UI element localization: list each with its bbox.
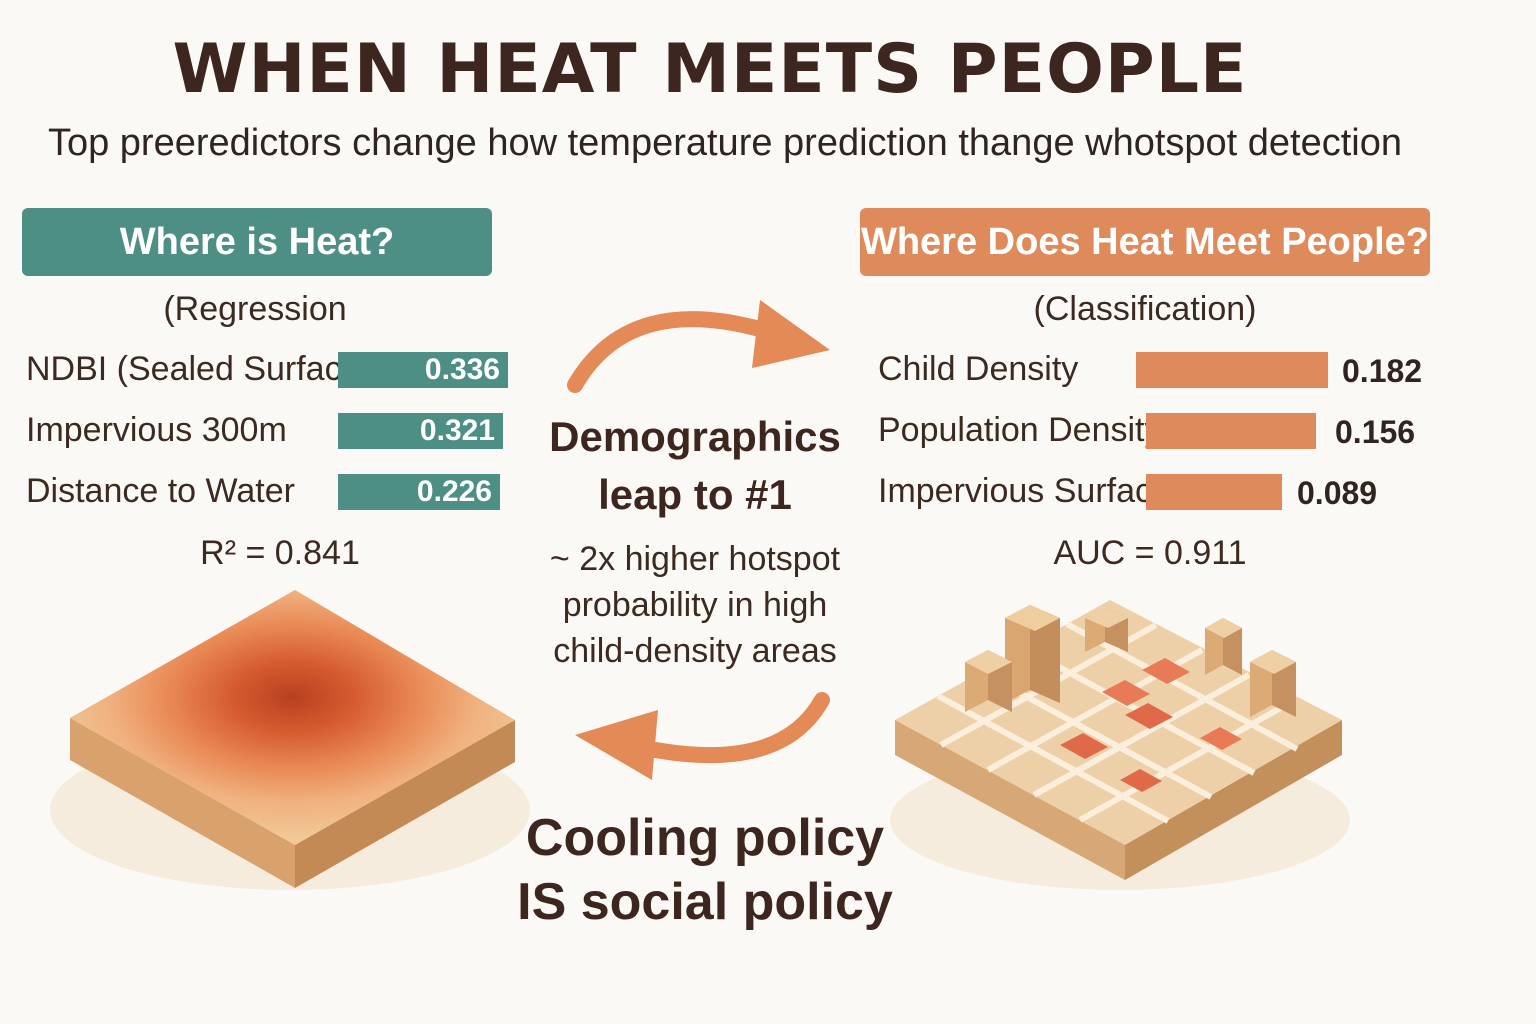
center-body: ~ 2x higher hotspot probability in high …: [530, 536, 860, 674]
right-feature-label-3: Impervious Surface: [878, 472, 1171, 510]
left-feature-bar-2: 0.321: [338, 413, 503, 449]
left-feature-bar-1: 0.336: [338, 352, 508, 388]
conclusion: Cooling policy IS social policy: [500, 806, 910, 934]
left-feature-value-1: 0.336: [424, 353, 500, 386]
right-feature-label-2: Population Density: [878, 411, 1162, 449]
left-model-type: (Regression: [163, 290, 347, 328]
left-panel-heading: Where is Heat?: [22, 208, 492, 276]
left-feature-label-1: NDBI (Sealed Surface): [26, 350, 372, 388]
page-title: WHEN HEAT MEETS PEOPLE: [172, 30, 1248, 109]
right-feature-label-1: Child Density: [878, 350, 1079, 388]
heat-surface-illustration: [50, 590, 530, 890]
right-feature-value-2: 0.156: [1335, 414, 1416, 450]
right-model-type: (Classification): [1033, 290, 1257, 328]
center-body-line-2: probability in high: [562, 586, 828, 624]
right-panel-heading: Where Does Heat Meet People?: [860, 208, 1430, 276]
left-metric: R² = 0.841: [200, 534, 360, 572]
curved-arrow-right-icon: [567, 300, 830, 393]
curved-arrow-left-icon: [575, 692, 830, 780]
left-feature-value-3: 0.226: [416, 475, 492, 508]
right-feature-bar-1: [1136, 352, 1328, 388]
left-feature-label-3: Distance to Water: [26, 472, 295, 510]
center-headline-line-1: Demographics: [549, 413, 841, 460]
center-headline-line-2: leap to #1: [598, 471, 792, 518]
right-feature-value-1: 0.182: [1342, 353, 1423, 389]
right-feature-bar-2: [1146, 413, 1316, 449]
right-feature-value-3: 0.089: [1297, 475, 1378, 511]
right-feature-bar-3: [1146, 474, 1282, 510]
conclusion-line-1: Cooling policy: [525, 809, 885, 867]
center-body-line-1: ~ 2x higher hotspot: [549, 540, 841, 578]
left-feature-bar-3: 0.226: [338, 474, 500, 510]
left-feature-label-2: Impervious 300m: [26, 411, 287, 449]
right-metric: AUC = 0.911: [1053, 534, 1247, 572]
page-subtitle: Top preeredictors change how temperature…: [47, 122, 1403, 164]
center-headline: Demographics leap to #1: [540, 408, 850, 524]
city-grid-illustration: [890, 600, 1350, 890]
conclusion-line-2: IS social policy: [517, 873, 893, 931]
center-body-line-3: child-density areas: [553, 632, 837, 670]
left-feature-value-2: 0.321: [419, 414, 495, 447]
